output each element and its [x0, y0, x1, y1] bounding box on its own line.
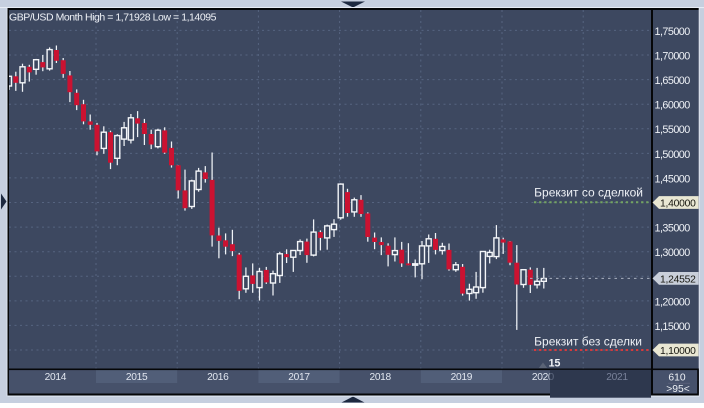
- svg-text:1,50000: 1,50000: [655, 149, 691, 161]
- svg-text:2017: 2017: [288, 372, 310, 383]
- svg-text:2019: 2019: [451, 372, 473, 383]
- svg-text:1,75000: 1,75000: [655, 26, 691, 38]
- svg-text:1,45000: 1,45000: [655, 173, 691, 185]
- svg-text:1,35000: 1,35000: [655, 223, 691, 235]
- svg-text:2020: 2020: [532, 372, 554, 383]
- svg-text:1,30000: 1,30000: [655, 247, 691, 259]
- svg-text:1,40000: 1,40000: [660, 199, 696, 210]
- svg-text:2018: 2018: [369, 372, 391, 383]
- svg-text:2021: 2021: [606, 372, 628, 383]
- svg-text:1,70000: 1,70000: [655, 50, 691, 62]
- svg-text:2015: 2015: [126, 372, 148, 383]
- svg-text:1,15000: 1,15000: [655, 321, 691, 333]
- svg-text:610: 610: [668, 373, 685, 384]
- svg-text:GBP/USD Month High = 1,71928 L: GBP/USD Month High = 1,71928 Low = 1,140…: [9, 11, 217, 23]
- svg-text:1,10000: 1,10000: [660, 346, 696, 357]
- svg-text:1,60000: 1,60000: [655, 100, 691, 112]
- svg-text:1,65000: 1,65000: [655, 75, 691, 87]
- svg-text:1,24552: 1,24552: [660, 274, 696, 285]
- svg-text:>95<: >95<: [666, 384, 689, 395]
- svg-text:1,20000: 1,20000: [655, 296, 691, 308]
- svg-text:2014: 2014: [45, 372, 67, 383]
- svg-text:Брекзит со сделкой: Брекзит со сделкой: [534, 185, 643, 199]
- svg-text:15: 15: [549, 358, 561, 370]
- svg-text:0: 0: [548, 372, 554, 383]
- svg-text:Брекзит без сделки: Брекзит без сделки: [534, 334, 642, 348]
- svg-text:2016: 2016: [207, 372, 229, 383]
- svg-text:1,55000: 1,55000: [655, 124, 691, 136]
